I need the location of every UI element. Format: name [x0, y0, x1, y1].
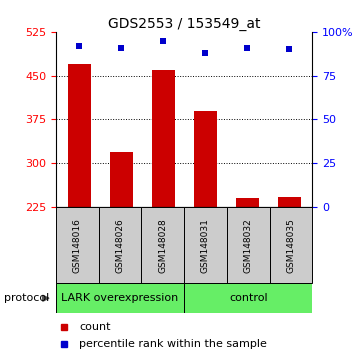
Text: control: control — [229, 293, 268, 303]
Bar — [227, 207, 270, 283]
Text: LARK overexpression: LARK overexpression — [61, 293, 179, 303]
Text: GSM148032: GSM148032 — [244, 218, 253, 273]
Text: protocol: protocol — [4, 293, 49, 303]
Text: GSM148031: GSM148031 — [201, 218, 210, 273]
Bar — [193, 111, 217, 207]
Bar — [110, 152, 133, 207]
Text: percentile rank within the sample: percentile rank within the sample — [79, 338, 267, 349]
Bar — [270, 207, 312, 283]
Bar — [184, 207, 227, 283]
Text: GSM148016: GSM148016 — [73, 218, 82, 273]
Bar — [142, 207, 184, 283]
Bar — [56, 207, 99, 283]
Bar — [56, 283, 184, 313]
Text: count: count — [79, 322, 110, 332]
Bar — [235, 198, 258, 207]
Bar — [152, 70, 175, 207]
Text: GSM148035: GSM148035 — [286, 218, 295, 273]
Text: GSM148026: GSM148026 — [116, 218, 125, 273]
Bar — [278, 197, 301, 207]
Title: GDS2553 / 153549_at: GDS2553 / 153549_at — [108, 17, 260, 31]
Bar — [99, 207, 142, 283]
Bar — [184, 283, 312, 313]
Bar — [68, 64, 91, 207]
Text: GSM148028: GSM148028 — [158, 218, 167, 273]
